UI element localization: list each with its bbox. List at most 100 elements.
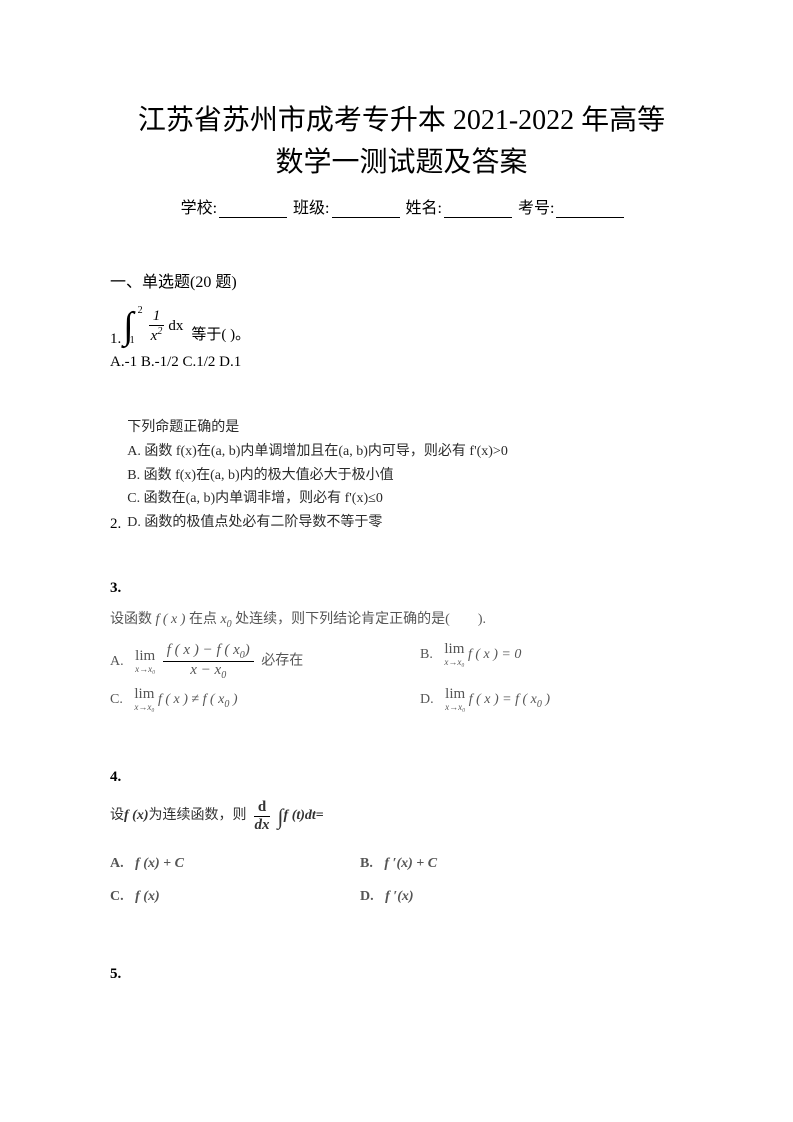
- student-info-line: 学校: 班级: 姓名: 考号:: [110, 194, 693, 218]
- label-examno: 考号:: [518, 194, 554, 218]
- q1-frac-den: x2: [147, 326, 167, 345]
- q4-optD-label: D.: [360, 889, 374, 904]
- q3-optB-limtop: lim: [444, 642, 464, 657]
- q4-stem-mid: 为连续函数，则: [149, 803, 247, 830]
- q3-optC-label: C.: [110, 692, 123, 707]
- q4-stem-eq: =: [316, 803, 324, 830]
- q3-optD-expr: f ( x ) = f ( x0 ): [469, 692, 550, 707]
- title-line-1: 江苏省苏州市成考专升本 2021-2022 年高等: [138, 105, 665, 136]
- q4-number: 4.: [110, 769, 693, 786]
- q1-tail: 等于( )。: [191, 323, 250, 344]
- question-5: 5.: [110, 966, 693, 983]
- q3-optA-frac: f ( x ) − f ( x0) x − x0: [163, 642, 254, 681]
- q3-option-b: B. lim x→x₀ f ( x ) = 0: [420, 642, 693, 681]
- q4-optB-expr: f ′(x) + C: [384, 856, 437, 871]
- question-2: 2. 下列命题正确的是 A. 函数 f(x)在(a, b)内单调增加且在(a, …: [110, 416, 693, 535]
- q4-option-b: B. f ′(x) + C: [360, 851, 693, 878]
- q3-optC-lim: lim x→x₀: [134, 687, 154, 712]
- q2-option-b: B. 函数 f(x)在(a, b)内的极大值必大于极小值: [127, 464, 508, 488]
- q4-optD-expr: f ′(x): [385, 889, 413, 904]
- q4-stem-dx: dx: [251, 817, 274, 834]
- q3-optC-limsub: x→x₀: [134, 703, 154, 712]
- q3-optB-lim: lim x→x₀: [444, 642, 464, 667]
- section-1-header: 一、单选题(20 题): [110, 268, 693, 292]
- q3-optD-limtop: lim: [445, 687, 465, 702]
- q3-optA-limsub: x→x₀: [135, 665, 155, 674]
- q1-frac-num: 1: [149, 308, 165, 326]
- q3-optD-text: f ( x ) = f ( x: [469, 692, 537, 707]
- q4-stem-d: d: [254, 799, 270, 817]
- label-name: 姓名:: [406, 194, 442, 218]
- q3-optB-label: B.: [420, 647, 433, 662]
- q4-option-d: D. f ′(x): [360, 884, 693, 911]
- blank-name[interactable]: [444, 200, 512, 218]
- label-class: 班级:: [293, 194, 329, 218]
- q2-option-c: C. 函数在(a, b)内单调非增，则必有 f'(x)≤0: [127, 487, 508, 511]
- q3-stem-x0: x0: [220, 612, 231, 627]
- q3-optB-limsub: x→x₀: [444, 658, 464, 667]
- q3-optC-expr: f ( x ) ≠ f ( x0 ): [158, 692, 238, 707]
- q4-optB-label: B.: [360, 856, 373, 871]
- integral-sign-icon: ∫: [123, 304, 133, 348]
- q3-optA-numtext: f ( x ) − f ( x: [167, 642, 240, 658]
- q2-option-d: D. 函数的极值点处必有二阶导数不等于零: [127, 511, 508, 535]
- q3-optA-den: x − x0: [186, 662, 230, 681]
- q3-stem-x0sub: 0: [227, 619, 232, 630]
- q1-integral: ∫ 2 1 1 x2 dx: [123, 304, 183, 348]
- q4-optA-expr: f (x) + C: [135, 856, 184, 871]
- q1-fraction: 1 x2: [147, 308, 167, 344]
- q3-number: 3.: [110, 580, 693, 597]
- question-4: 4. 设 f (x) 为连续函数，则 d dx ∫ f (t)dt = A. f…: [110, 769, 693, 911]
- q3-optA-label: A.: [110, 654, 124, 669]
- q4-option-a: A. f (x) + C: [110, 851, 360, 878]
- q4-stem-pre: 设: [110, 803, 124, 830]
- q3-optA-tail: 必存在: [261, 654, 303, 669]
- q2-number: 2.: [110, 516, 121, 533]
- q4-optC-label: C.: [110, 889, 124, 904]
- blank-school[interactable]: [219, 200, 287, 218]
- q3-optD-lim: lim x→x₀: [445, 687, 465, 712]
- q3-stem-fx: f ( x ): [156, 612, 186, 627]
- blank-class[interactable]: [332, 200, 400, 218]
- q3-optA-densub: 0: [221, 670, 226, 681]
- q3-optA-num: f ( x ) − f ( x0): [163, 642, 254, 662]
- title-line-2: 数学一测试题及答案: [275, 147, 527, 178]
- q4-stem-fx: f (x): [124, 803, 149, 830]
- blank-examno[interactable]: [556, 200, 624, 218]
- q3-option-d: D. lim x→x₀ f ( x ) = f ( x0 ): [420, 687, 693, 714]
- q3-stem-mid: 在点: [189, 612, 217, 627]
- q4-optA-label: A.: [110, 856, 124, 871]
- q1-dx: dx: [168, 318, 183, 335]
- q1-options: A.-1 B.-1/2 C.1/2 D.1: [110, 354, 693, 371]
- q3-stem-post: 处连续，则下列结论肯定正确的是( ).: [235, 612, 486, 627]
- q5-number: 5.: [110, 966, 693, 983]
- q2-option-a: A. 函数 f(x)在(a, b)内单调增加且在(a, b)内可导，则必有 f'…: [127, 440, 508, 464]
- q2-header: 下列命题正确的是: [127, 416, 508, 440]
- question-1: 1. ∫ 2 1 1 x2 dx 等于( )。 A.-1 B.-1/2 C.1/…: [110, 304, 693, 371]
- q1-number: 1.: [110, 331, 121, 348]
- q4-stem-ddx: d dx: [251, 799, 274, 833]
- q4-stem-ft: f (t)dt: [284, 803, 316, 830]
- q3-optC-limtop: lim: [134, 687, 154, 702]
- q3-optA-lim: lim x→x₀: [135, 649, 155, 674]
- q3-optA-dentext: x − x: [190, 662, 221, 678]
- q4-optC-expr: f (x): [135, 889, 160, 904]
- q3-optD-close: ): [542, 692, 550, 707]
- q3-option-a: A. lim x→x₀ f ( x ) − f ( x0) x − x0 必存在: [110, 642, 420, 681]
- q4-option-c: C. f (x): [110, 884, 360, 911]
- q3-stem-pre: 设函数: [110, 612, 152, 627]
- q3-option-c: C. lim x→x₀ f ( x ) ≠ f ( x0 ): [110, 687, 420, 714]
- q3-optC-close: ): [229, 692, 237, 707]
- q1-upper-bound: 2: [138, 306, 143, 316]
- label-school: 学校:: [181, 194, 217, 218]
- doc-title: 江苏省苏州市成考专升本 2021-2022 年高等 数学一测试题及答案: [110, 100, 693, 184]
- q3-optC-text: f ( x ) ≠ f ( x: [158, 692, 224, 707]
- q3-optD-label: D.: [420, 692, 434, 707]
- q3-optB-expr: f ( x ) = 0: [468, 647, 521, 662]
- q3-optA-limtop: lim: [135, 649, 155, 664]
- q3-stem: 设函数 f ( x ) 在点 x0 处连续，则下列结论肯定正确的是( ).: [110, 607, 693, 634]
- q4-stem: 设 f (x) 为连续函数，则 d dx ∫ f (t)dt =: [110, 796, 693, 838]
- question-3: 3. 设函数 f ( x ) 在点 x0 处连续，则下列结论肯定正确的是( ).…: [110, 580, 693, 714]
- q1-fracden-exp: 2: [157, 326, 162, 337]
- q3-optA-numclose: ): [245, 642, 250, 658]
